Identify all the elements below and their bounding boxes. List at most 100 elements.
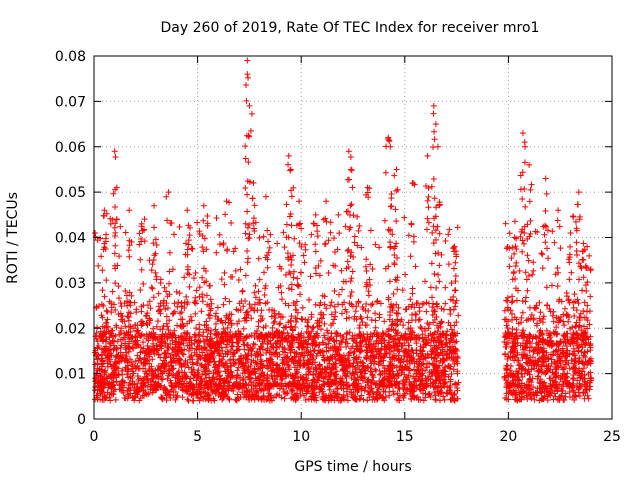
data-point xyxy=(367,261,374,268)
data-point xyxy=(148,267,155,274)
data-point xyxy=(336,230,343,237)
data-point xyxy=(410,233,417,240)
data-point xyxy=(128,365,135,372)
data-point xyxy=(213,249,220,256)
data-point xyxy=(215,368,222,375)
data-point xyxy=(251,289,258,296)
data-point xyxy=(319,315,326,322)
data-point xyxy=(198,308,205,315)
data-point xyxy=(112,366,119,373)
data-point xyxy=(294,275,301,282)
data-point xyxy=(190,275,197,282)
data-point xyxy=(446,226,453,233)
data-point xyxy=(213,215,220,222)
data-point xyxy=(438,318,445,325)
data-point xyxy=(269,358,276,365)
data-point xyxy=(162,306,169,313)
x-tick-label: 0 xyxy=(90,429,99,445)
data-point xyxy=(240,325,247,332)
data-point xyxy=(240,376,247,383)
data-point xyxy=(122,340,129,347)
data-point xyxy=(203,318,210,325)
data-point xyxy=(137,349,144,356)
data-point xyxy=(342,223,349,230)
data-point xyxy=(133,306,140,313)
data-point xyxy=(227,273,234,280)
data-point xyxy=(93,329,100,336)
data-point xyxy=(454,224,461,231)
data-point xyxy=(94,356,101,363)
data-point xyxy=(405,319,412,326)
data-point xyxy=(417,324,424,331)
data-point xyxy=(257,351,264,358)
data-point xyxy=(151,224,158,231)
data-point xyxy=(178,309,185,316)
data-point xyxy=(287,349,294,356)
data-point xyxy=(295,377,302,384)
data-point xyxy=(317,299,324,306)
data-point xyxy=(437,323,444,330)
x-tick-label: 25 xyxy=(603,429,621,445)
data-point xyxy=(316,389,323,396)
data-point xyxy=(228,369,235,376)
data-point xyxy=(369,266,376,273)
data-point xyxy=(343,278,350,285)
data-point xyxy=(356,222,363,229)
data-point xyxy=(186,271,193,278)
data-point xyxy=(412,311,419,318)
grid-lines xyxy=(94,56,612,419)
data-point xyxy=(315,334,322,341)
data-point xyxy=(203,292,210,299)
data-point xyxy=(185,347,192,354)
data-point xyxy=(103,307,110,314)
data-point xyxy=(419,370,426,377)
data-point xyxy=(232,245,239,252)
data-point xyxy=(174,322,181,329)
data-point xyxy=(367,282,374,289)
data-point xyxy=(164,305,171,312)
data-point xyxy=(159,326,166,333)
data-point xyxy=(372,310,379,317)
data-point xyxy=(372,241,379,248)
data-point xyxy=(193,325,200,332)
data-point xyxy=(282,300,289,307)
data-point xyxy=(237,374,244,381)
data-point xyxy=(440,393,447,400)
data-point xyxy=(413,340,420,347)
data-point xyxy=(136,230,143,237)
data-point xyxy=(351,239,358,246)
data-point xyxy=(376,244,383,251)
x-tick-label: 15 xyxy=(396,429,414,445)
data-point xyxy=(224,324,231,331)
data-point xyxy=(301,259,308,266)
data-point xyxy=(342,306,349,313)
data-point xyxy=(316,272,323,279)
data-point xyxy=(272,339,279,346)
data-point xyxy=(192,300,199,307)
data-point xyxy=(343,315,350,322)
data-point xyxy=(397,356,404,363)
data-point xyxy=(427,284,434,291)
data-point xyxy=(107,220,114,227)
data-point xyxy=(258,307,265,314)
data-point xyxy=(176,373,183,380)
data-point xyxy=(362,263,369,270)
data-point xyxy=(235,337,242,344)
x-tick-label: 10 xyxy=(292,429,310,445)
data-point xyxy=(307,273,314,280)
data-point xyxy=(446,339,453,346)
data-point xyxy=(445,261,452,268)
data-point xyxy=(215,350,222,357)
data-point xyxy=(132,333,139,340)
data-point xyxy=(268,313,275,320)
data-point xyxy=(325,237,332,244)
y-tick-label: 0.02 xyxy=(55,321,86,337)
data-point xyxy=(288,261,295,268)
data-point xyxy=(429,348,436,355)
data-point xyxy=(121,318,128,325)
data-point xyxy=(416,316,423,323)
data-point xyxy=(455,312,462,319)
data-point xyxy=(354,213,361,220)
data-point xyxy=(429,312,436,319)
